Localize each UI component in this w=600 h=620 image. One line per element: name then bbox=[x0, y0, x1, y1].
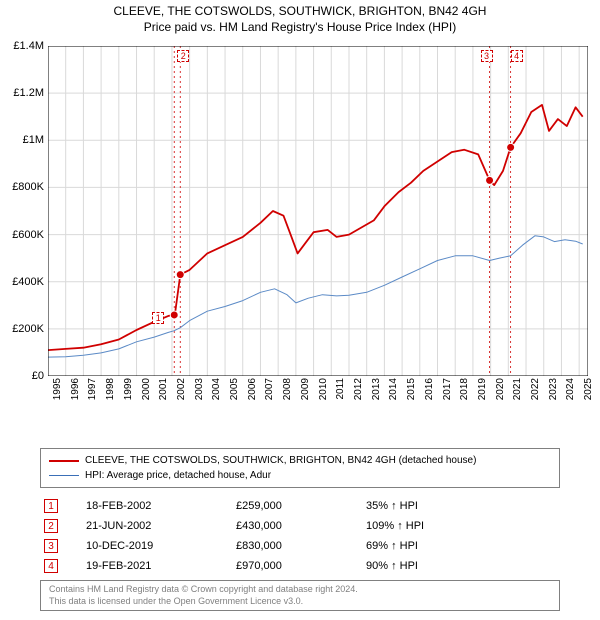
sale-vs-hpi: 69% ↑ HPI bbox=[366, 540, 496, 552]
legend: CLEEVE, THE COTSWOLDS, SOUTHWICK, BRIGHT… bbox=[40, 448, 560, 488]
x-tick-label: 2024 bbox=[565, 378, 576, 400]
price-chart bbox=[48, 46, 588, 376]
x-tick-label: 2004 bbox=[211, 378, 222, 400]
x-tick-label: 2010 bbox=[318, 378, 329, 400]
sale-price: £430,000 bbox=[236, 520, 366, 532]
sale-number-box: 3 bbox=[44, 539, 58, 553]
sale-price: £830,000 bbox=[236, 540, 366, 552]
legend-item-hpi: HPI: Average price, detached house, Adur bbox=[49, 468, 551, 483]
sale-marker-box: 3 bbox=[481, 50, 493, 62]
y-tick-label: £0 bbox=[32, 370, 44, 382]
y-tick-label: £1M bbox=[23, 134, 44, 146]
x-tick-label: 2021 bbox=[512, 378, 523, 400]
y-tick-label: £600K bbox=[12, 229, 44, 241]
x-tick-label: 2007 bbox=[264, 378, 275, 400]
y-tick-label: £200K bbox=[12, 323, 44, 335]
y-tick-label: £800K bbox=[12, 181, 44, 193]
sale-date: 10-DEC-2019 bbox=[86, 540, 236, 552]
sale-number-box: 2 bbox=[44, 519, 58, 533]
x-tick-label: 2022 bbox=[530, 378, 541, 400]
chart-title: CLEEVE, THE COTSWOLDS, SOUTHWICK, BRIGHT… bbox=[0, 0, 600, 34]
x-tick-label: 2000 bbox=[141, 378, 152, 400]
x-tick-label: 2011 bbox=[335, 378, 346, 400]
legend-label-property: CLEEVE, THE COTSWOLDS, SOUTHWICK, BRIGHT… bbox=[85, 453, 476, 468]
footer-line1: Contains HM Land Registry data © Crown c… bbox=[49, 584, 551, 596]
x-tick-label: 1998 bbox=[105, 378, 116, 400]
x-tick-label: 2008 bbox=[282, 378, 293, 400]
x-tick-label: 1997 bbox=[87, 378, 98, 400]
title-line2: Price paid vs. HM Land Registry's House … bbox=[0, 20, 600, 34]
x-tick-label: 2013 bbox=[371, 378, 382, 400]
table-row: 4 19-FEB-2021 £970,000 90% ↑ HPI bbox=[40, 556, 560, 576]
sale-marker-box: 1 bbox=[152, 312, 164, 324]
table-row: 3 10-DEC-2019 £830,000 69% ↑ HPI bbox=[40, 536, 560, 556]
x-tick-label: 2020 bbox=[495, 378, 506, 400]
title-line1: CLEEVE, THE COTSWOLDS, SOUTHWICK, BRIGHT… bbox=[0, 4, 600, 18]
footer-line2: This data is licensed under the Open Gov… bbox=[49, 596, 551, 608]
x-tick-label: 2018 bbox=[459, 378, 470, 400]
legend-label-hpi: HPI: Average price, detached house, Adur bbox=[85, 468, 271, 483]
page: CLEEVE, THE COTSWOLDS, SOUTHWICK, BRIGHT… bbox=[0, 0, 600, 620]
sale-number-box: 4 bbox=[44, 559, 58, 573]
table-row: 1 18-FEB-2002 £259,000 35% ↑ HPI bbox=[40, 496, 560, 516]
x-tick-label: 2005 bbox=[229, 378, 240, 400]
sale-number-box: 1 bbox=[44, 499, 58, 513]
x-tick-label: 2009 bbox=[300, 378, 311, 400]
x-tick-label: 2001 bbox=[158, 378, 169, 400]
y-tick-label: £1.2M bbox=[13, 87, 44, 99]
x-tick-label: 2017 bbox=[442, 378, 453, 400]
legend-swatch-blue bbox=[49, 475, 79, 476]
sale-marker-box: 2 bbox=[177, 50, 189, 62]
x-tick-label: 1996 bbox=[70, 378, 81, 400]
y-tick-label: £1.4M bbox=[13, 40, 44, 52]
legend-swatch-red bbox=[49, 460, 79, 462]
sale-vs-hpi: 109% ↑ HPI bbox=[366, 520, 496, 532]
footer-attribution: Contains HM Land Registry data © Crown c… bbox=[40, 580, 560, 611]
sale-vs-hpi: 90% ↑ HPI bbox=[366, 560, 496, 572]
y-tick-label: £400K bbox=[12, 276, 44, 288]
sale-price: £970,000 bbox=[236, 560, 366, 572]
sale-date: 18-FEB-2002 bbox=[86, 500, 236, 512]
sale-date: 21-JUN-2002 bbox=[86, 520, 236, 532]
x-tick-label: 2012 bbox=[353, 378, 364, 400]
sale-marker-box: 4 bbox=[511, 50, 523, 62]
sale-date: 19-FEB-2021 bbox=[86, 560, 236, 572]
x-tick-label: 2014 bbox=[388, 378, 399, 400]
sales-table: 1 18-FEB-2002 £259,000 35% ↑ HPI 2 21-JU… bbox=[40, 496, 560, 576]
x-tick-label: 2019 bbox=[477, 378, 488, 400]
x-tick-label: 2003 bbox=[194, 378, 205, 400]
x-tick-label: 2015 bbox=[406, 378, 417, 400]
x-tick-label: 2016 bbox=[424, 378, 435, 400]
legend-item-property: CLEEVE, THE COTSWOLDS, SOUTHWICK, BRIGHT… bbox=[49, 453, 551, 468]
x-tick-label: 2023 bbox=[548, 378, 559, 400]
x-tick-label: 2006 bbox=[247, 378, 258, 400]
x-tick-label: 2002 bbox=[176, 378, 187, 400]
x-tick-label: 1995 bbox=[52, 378, 63, 400]
sale-vs-hpi: 35% ↑ HPI bbox=[366, 500, 496, 512]
table-row: 2 21-JUN-2002 £430,000 109% ↑ HPI bbox=[40, 516, 560, 536]
x-tick-label: 2025 bbox=[583, 378, 594, 400]
x-tick-label: 1999 bbox=[123, 378, 134, 400]
sale-price: £259,000 bbox=[236, 500, 366, 512]
